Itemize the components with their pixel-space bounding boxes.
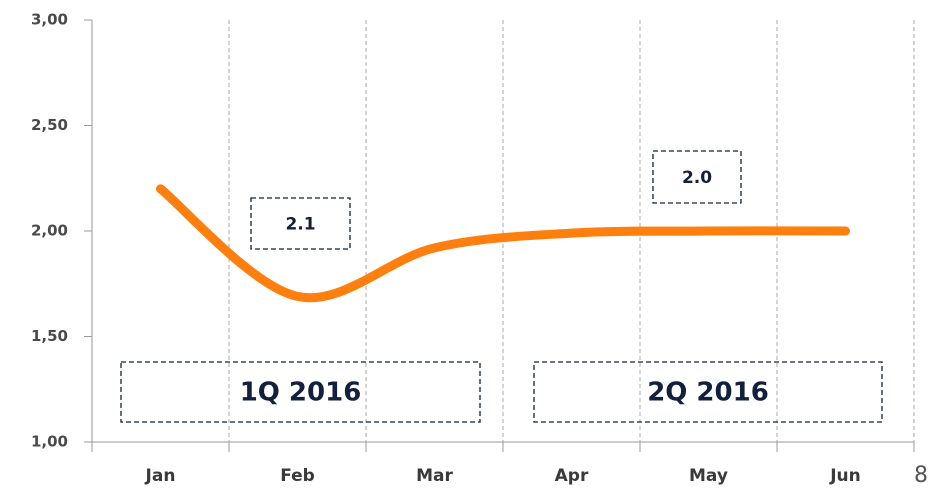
annotation: 2.0 (682, 168, 712, 188)
x-tick-label: Apr (555, 466, 589, 486)
x-tick-label: Jun (829, 466, 861, 486)
annotation-box (652, 150, 742, 204)
annotation-box (250, 197, 351, 250)
x-tick-label: Mar (416, 466, 453, 486)
y-tick-label: 1,00 (31, 433, 68, 451)
annotation: 1Q 2016 (240, 378, 362, 408)
page-number: 8 (914, 463, 928, 488)
annotation: 2.1 (285, 215, 315, 235)
y-tick-label: 1,50 (31, 327, 68, 345)
y-tick-label: 2,50 (31, 116, 68, 134)
x-tick-label: Feb (280, 466, 315, 486)
y-tick-label: 2,00 (31, 222, 68, 240)
x-tick-label: May (689, 466, 728, 486)
x-tick-label: Jan (145, 466, 176, 486)
annotation: 2Q 2016 (647, 378, 769, 408)
line (156, 184, 850, 303)
annotation-box (120, 361, 481, 423)
annotation-box (533, 361, 883, 423)
y-tick-label: 3,00 (31, 11, 68, 29)
